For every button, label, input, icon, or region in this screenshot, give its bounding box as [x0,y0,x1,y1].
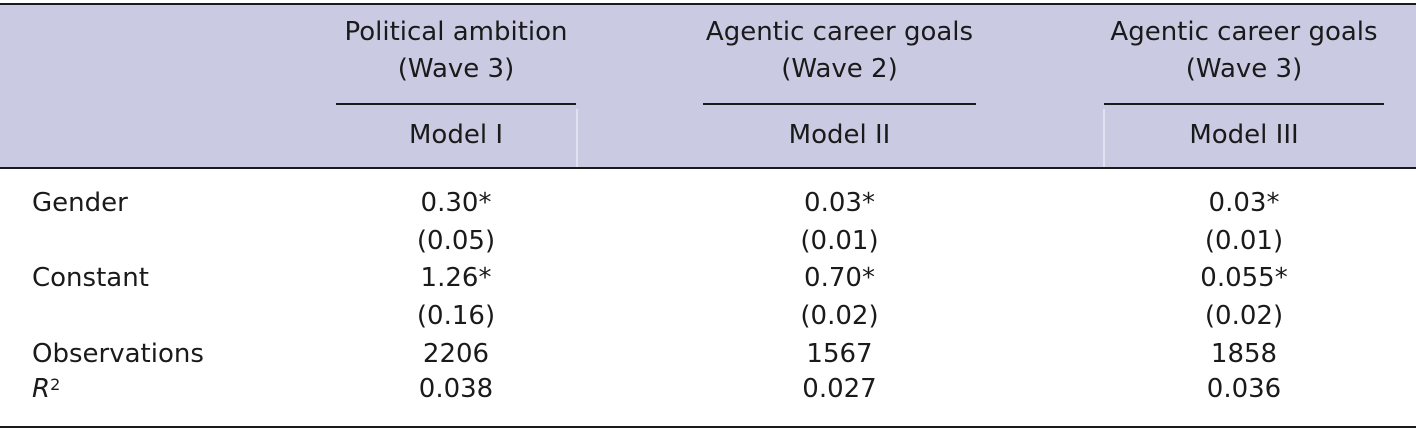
observations-cell: 1567 [806,339,873,369]
coefficient-cell: 0.03* [1208,188,1280,218]
bottom-rule [0,426,1416,428]
coefficient-cell: 0.70* [804,263,875,293]
column-header-rule [336,103,576,105]
column-title: Political ambition [344,17,568,47]
row-label-constant: Constant [32,263,149,293]
column-header-3: Agentic career goals (Wave 3) [1104,14,1384,88]
r-squared-cell: 0.038 [418,374,494,404]
r-squared-base: R [32,374,51,404]
column-subtitle: (Wave 3) [1185,54,1303,84]
column-subtitle: (Wave 3) [397,54,515,84]
standard-error-cell: (0.01) [800,226,879,256]
column-header-1: Political ambition (Wave 3) [336,14,576,88]
coefficient-cell: 0.03* [804,188,875,218]
standard-error-cell: (0.05) [416,226,496,256]
column-header-rule [1104,103,1384,105]
row-label-gender: Gender [32,188,128,218]
column-header-2: Agentic career goals (Wave 2) [703,14,976,88]
column-header-rule [703,103,976,105]
model-label: Model III [1189,120,1299,150]
r-squared-exponent: 2 [50,375,61,394]
column-subtitle: (Wave 2) [781,54,898,84]
header-separator [576,109,578,167]
row-label-observations: Observations [32,339,204,369]
observations-cell: 2206 [422,339,490,369]
r-squared-cell: 0.036 [1206,374,1282,404]
column-title: Agentic career goals [1110,17,1378,47]
model-label: Model I [409,120,503,150]
coefficient-cell: 0.30* [420,188,492,218]
observations-cell: 1858 [1210,339,1278,369]
standard-error-cell: (0.02) [800,301,879,331]
header-rule [0,167,1416,169]
coefficient-cell: 1.26* [420,263,492,293]
table-header-background [0,4,1416,167]
coefficient-cell: 0.055* [1200,263,1288,293]
top-rule [0,3,1416,5]
standard-error-cell: (0.16) [416,301,496,331]
standard-error-cell: (0.02) [1204,301,1284,331]
model-label: Model II [788,120,891,150]
standard-error-cell: (0.01) [1204,226,1284,256]
column-title: Agentic career goals [705,17,974,47]
row-label-r-squared: R2 [32,372,60,406]
header-separator [1103,109,1105,167]
r-squared-cell: 0.027 [802,374,877,404]
